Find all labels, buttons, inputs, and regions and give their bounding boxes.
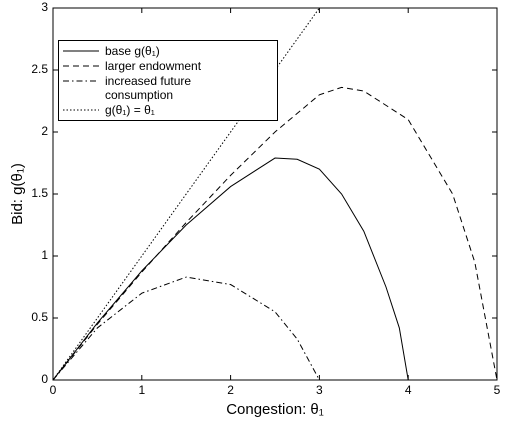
x-tick-label: 4 <box>405 383 412 397</box>
x-tick-label: 2 <box>227 383 234 397</box>
legend-entry: larger endowment <box>59 59 277 73</box>
y-axis-label: Bid: g(θ₁) <box>9 163 26 225</box>
y-tick-label: 2.5 <box>31 62 48 76</box>
x-tick-label: 5 <box>494 383 501 397</box>
y-tick-label: 3 <box>41 0 48 14</box>
legend-swatch <box>63 80 99 82</box>
series-line <box>53 8 320 380</box>
legend-label: larger endowment <box>105 59 202 73</box>
x-tick-label: 3 <box>316 383 323 397</box>
series-line <box>53 86 497 380</box>
y-tick-label: 0 <box>41 372 48 386</box>
x-tick-label: 0 <box>50 383 57 397</box>
legend-label: increased future consumption <box>105 74 192 102</box>
y-tick-label: 2 <box>41 124 48 138</box>
x-tick-label: 1 <box>138 383 145 397</box>
legend-label: g(θ₁) = θ₁ <box>105 103 155 117</box>
y-tick-label: 1 <box>41 248 48 262</box>
legend-swatch <box>63 50 99 52</box>
plot-lines <box>53 8 497 380</box>
x-axis-label: Congestion: θ₁ <box>226 401 324 418</box>
series-line <box>53 157 409 380</box>
legend-swatch <box>63 65 99 67</box>
legend-label: base g(θ₁) <box>105 44 160 58</box>
legend-entry: increased future consumption <box>59 74 277 102</box>
series-line <box>53 276 320 380</box>
legend-entry: g(θ₁) = θ₁ <box>59 103 277 117</box>
y-tick-label: 1.5 <box>31 186 48 200</box>
legend-swatch <box>63 109 99 111</box>
legend: base g(θ₁) larger endowment increased futu… <box>58 40 278 121</box>
y-tick-label: 0.5 <box>31 310 48 324</box>
legend-entry: base g(θ₁) <box>59 44 277 58</box>
